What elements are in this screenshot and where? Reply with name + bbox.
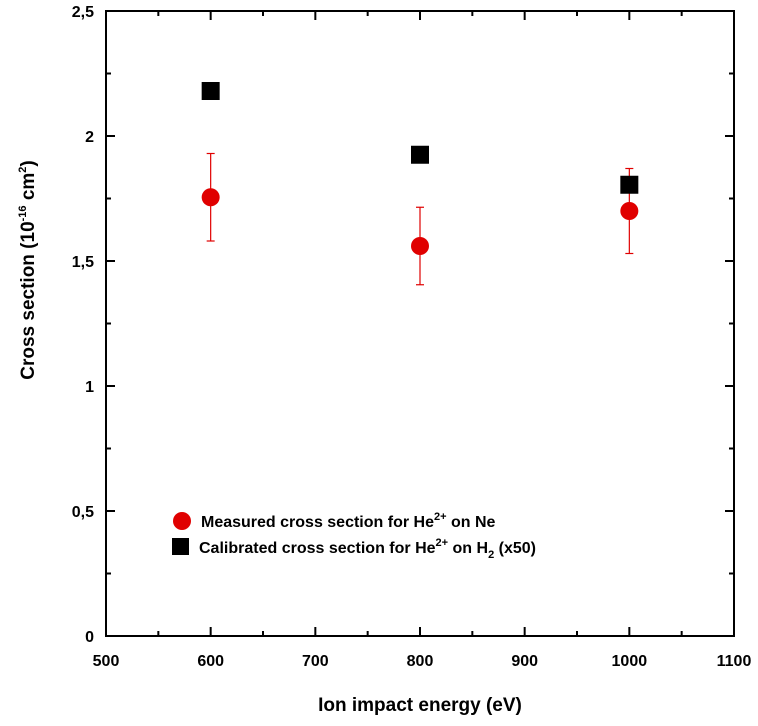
- measured-point: [411, 237, 429, 255]
- calibrated-point: [411, 145, 429, 164]
- y-axis-title: Cross section (10-16 cm2): [17, 160, 39, 380]
- y-tick-label: 1: [85, 379, 94, 396]
- measured-point: [201, 188, 220, 207]
- y-tick-label: 2,5: [72, 4, 94, 21]
- plot-frame: [105, 10, 735, 637]
- y-tick-labels: 0 0,5 1 1,5 2 2,5: [72, 4, 94, 646]
- y-tick-label: 1,5: [72, 254, 94, 271]
- error-bars: [206, 152, 634, 286]
- measured-point: [620, 202, 639, 220]
- x-tick-labels: 500 600 700 800 900 1000 1100: [93, 653, 752, 670]
- y-tick-label: 0: [85, 629, 94, 646]
- x-axis-title: Ion impact energy (eV): [318, 695, 522, 716]
- x-tick-label: 500: [93, 653, 120, 670]
- calibrated-point: [620, 175, 639, 194]
- data-points: [201, 82, 639, 255]
- calibrated-point: [201, 82, 220, 100]
- y-tick-label: 0,5: [72, 504, 94, 521]
- y-tick-label: 2: [85, 129, 94, 146]
- legend-marker-calibrated: [172, 538, 189, 555]
- x-tick-label: 900: [511, 653, 538, 670]
- legend-label-calibrated: Calibrated cross section for He2+ on H2 …: [199, 537, 536, 561]
- x-tick-label: 600: [197, 653, 224, 670]
- x-tick-label: 800: [407, 653, 434, 670]
- x-tick-label: 700: [302, 653, 329, 670]
- legend-marker-measured: [173, 512, 191, 530]
- x-tick-label: 1100: [717, 653, 752, 670]
- x-tick-label: 1000: [612, 653, 648, 670]
- legend: Measured cross section for He2+ on Ne Ca…: [172, 511, 536, 561]
- legend-label-measured: Measured cross section for He2+ on Ne: [201, 511, 496, 531]
